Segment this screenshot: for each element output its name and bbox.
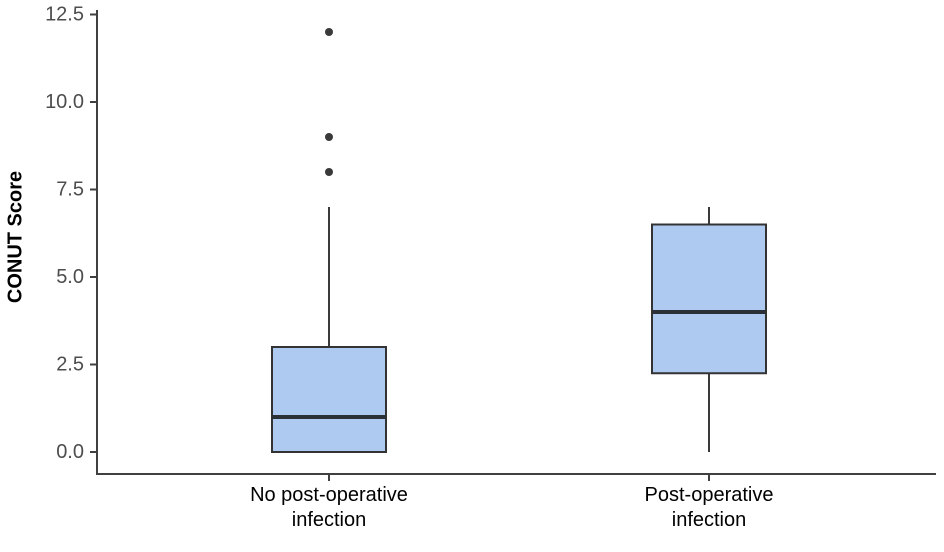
y-tick-label: 10.0 [45,91,84,113]
box [651,223,767,375]
y-tick-label: 0.0 [56,441,84,463]
y-tick-label: 12.5 [45,4,84,26]
y-tick-label: 2.5 [56,354,84,376]
x-category-label: No post-operative infection [250,484,408,531]
outlier-point [325,133,333,141]
outlier-point [325,168,333,176]
y-tick-label: 5.0 [56,266,84,288]
outlier-point [325,28,333,36]
y-tick-label: 7.5 [56,179,84,201]
box [271,346,387,453]
x-category-label: Post-operative infection [644,484,774,531]
